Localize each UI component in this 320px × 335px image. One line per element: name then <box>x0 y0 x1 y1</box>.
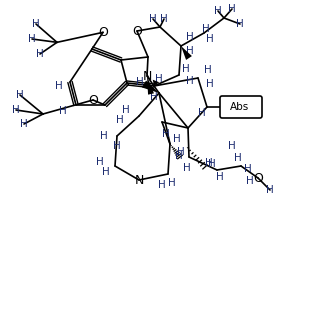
Text: O: O <box>88 93 98 107</box>
Text: H: H <box>20 119 28 129</box>
Text: H: H <box>59 106 67 116</box>
Text: H: H <box>102 167 110 177</box>
Text: H: H <box>16 90 24 100</box>
Text: H: H <box>32 19 40 29</box>
Text: H: H <box>236 19 244 29</box>
Text: O: O <box>253 172 263 185</box>
Text: H: H <box>246 176 254 186</box>
Text: O: O <box>98 26 108 39</box>
Text: H: H <box>183 163 191 173</box>
Text: N: N <box>142 69 152 82</box>
Text: H: H <box>155 74 163 84</box>
Text: H: H <box>198 108 206 118</box>
Text: H: H <box>244 164 252 174</box>
Text: H: H <box>55 81 63 91</box>
Text: H: H <box>182 64 190 74</box>
Text: H: H <box>186 32 194 42</box>
FancyBboxPatch shape <box>220 96 262 118</box>
Polygon shape <box>142 81 159 93</box>
Text: H: H <box>266 185 274 195</box>
Text: H: H <box>186 76 194 86</box>
Text: H: H <box>208 159 216 169</box>
Text: H: H <box>28 34 36 44</box>
Polygon shape <box>153 80 159 86</box>
Text: H: H <box>122 105 130 115</box>
Text: H: H <box>96 157 104 167</box>
Text: H: H <box>173 134 181 144</box>
Text: H: H <box>204 65 212 75</box>
Text: H: H <box>168 178 176 188</box>
Text: H: H <box>186 46 194 56</box>
Text: H: H <box>162 129 170 139</box>
Text: H: H <box>36 49 44 59</box>
Polygon shape <box>147 76 154 95</box>
Text: H: H <box>177 147 185 157</box>
Text: H: H <box>136 77 144 87</box>
Text: H: H <box>228 141 236 151</box>
Text: H: H <box>116 115 124 125</box>
Text: Abs: Abs <box>230 102 250 112</box>
Text: H: H <box>206 34 214 44</box>
Text: H: H <box>214 6 222 16</box>
Text: H: H <box>100 131 108 141</box>
Text: H: H <box>175 151 183 161</box>
Text: H: H <box>149 14 157 24</box>
Text: H: H <box>150 92 158 102</box>
Text: H: H <box>12 105 20 115</box>
Text: H: H <box>158 180 166 190</box>
Text: H: H <box>113 141 121 151</box>
Text: H: H <box>205 158 213 168</box>
Text: H: H <box>234 153 242 163</box>
Text: H: H <box>206 79 214 89</box>
Polygon shape <box>181 46 192 60</box>
Text: H: H <box>216 172 224 182</box>
Text: H: H <box>160 14 168 24</box>
Text: H: H <box>202 24 210 34</box>
Text: H: H <box>228 4 236 14</box>
Text: O: O <box>132 24 142 38</box>
Text: N: N <box>134 174 144 187</box>
